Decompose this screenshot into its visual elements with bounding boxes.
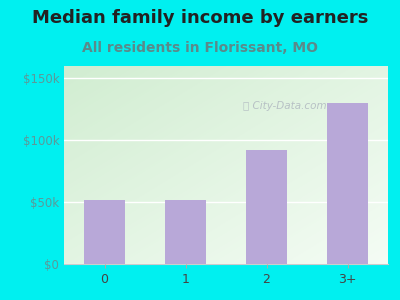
Text: Median family income by earners: Median family income by earners xyxy=(32,9,368,27)
Bar xyxy=(84,200,125,264)
Text: All residents in Florissant, MO: All residents in Florissant, MO xyxy=(82,40,318,55)
Bar xyxy=(165,200,206,264)
Bar xyxy=(246,150,287,264)
Bar xyxy=(327,103,368,264)
Text: ⓘ City-Data.com: ⓘ City-Data.com xyxy=(242,100,326,111)
